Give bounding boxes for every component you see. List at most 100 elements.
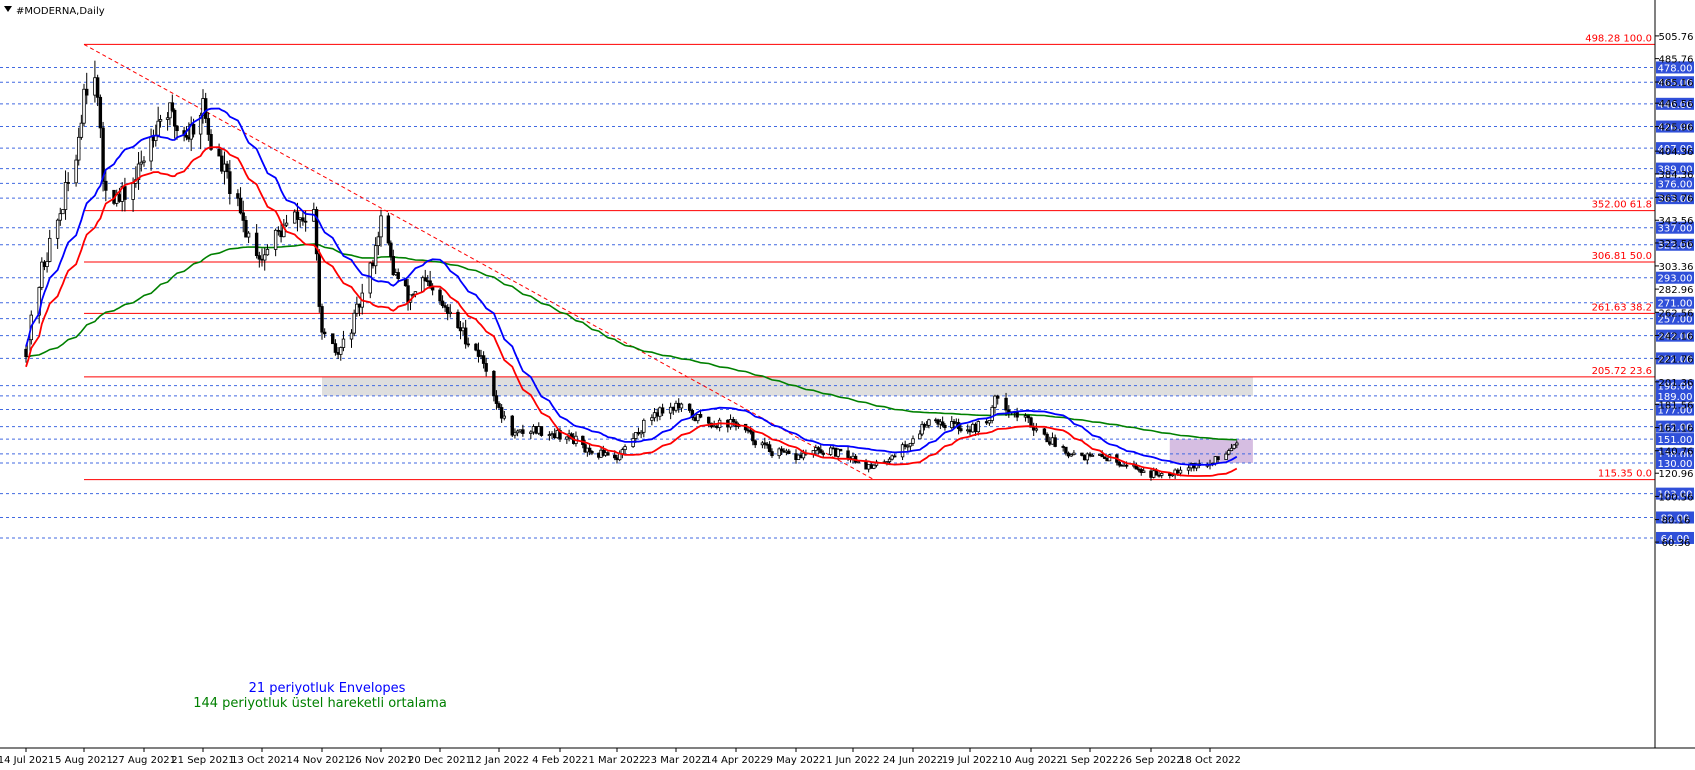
candle [890, 454, 894, 461]
candle [456, 309, 460, 329]
date-tick-label: 18 Oct 2022 [1179, 755, 1241, 766]
price-level-box [1656, 352, 1694, 365]
price-level-label: 64.00 [1661, 534, 1690, 545]
candle [165, 112, 170, 131]
candle [924, 421, 929, 428]
candle [389, 240, 393, 261]
date-tick-label: 5 Aug 2021 [55, 755, 113, 766]
candle [1026, 415, 1030, 424]
candle [440, 295, 445, 309]
fib-level-label: 352.00 61.8 [1592, 200, 1652, 211]
price-level-box [1656, 76, 1694, 89]
candle [529, 430, 533, 440]
price-tick-label: 363.76 [1659, 193, 1694, 204]
price-level-box [1656, 487, 1694, 500]
fib-level-label: 205.72 23.6 [1592, 366, 1652, 377]
candle [959, 423, 963, 433]
candle [1064, 446, 1068, 456]
date-tick-label: 4 Nov 2021 [293, 755, 351, 766]
candle [971, 422, 975, 433]
dropdown-triangle-icon[interactable] [4, 6, 12, 12]
price-tick-label: 343.56 [1659, 216, 1694, 227]
candle [918, 430, 922, 440]
date-tick-label: 1 Sep 2022 [1061, 755, 1118, 766]
date-tick-label: 1 Mar 2022 [588, 755, 645, 766]
candle [40, 257, 44, 291]
candle [139, 150, 143, 172]
candle [856, 461, 860, 464]
candle [510, 414, 514, 437]
candle [476, 342, 481, 363]
candle [497, 401, 501, 410]
candle [763, 437, 767, 449]
price-level-box [1656, 221, 1694, 234]
date-tick-label: 26 Sep 2022 [1119, 755, 1182, 766]
price-level-box [1656, 97, 1694, 110]
candle [82, 83, 86, 127]
envelopes-layer [25, 107, 1238, 477]
candle [1034, 423, 1039, 433]
candle [1004, 392, 1008, 417]
candle [254, 224, 259, 259]
candle [206, 112, 211, 141]
candle [379, 209, 383, 247]
candle [887, 457, 892, 465]
candle [95, 74, 100, 107]
candle [903, 440, 907, 450]
price-level-label: 257.00 [1658, 315, 1693, 326]
candle [502, 410, 507, 421]
legend-envelopes: 21 periyotluk Envelopes [249, 681, 406, 696]
candle [787, 448, 791, 455]
candle [1160, 471, 1164, 479]
date-tick-label: 12 Jan 2022 [469, 755, 529, 766]
price-level-box [1656, 447, 1694, 460]
candle [136, 152, 141, 190]
candle [1080, 452, 1084, 457]
price-tick-label: 485.76 [1659, 55, 1694, 66]
candle [1053, 434, 1057, 448]
date-tick-label: 14 Jul 2021 [0, 755, 54, 766]
price-level-label: 162.00 [1658, 423, 1693, 434]
date-tick-label: 20 Dec 2021 [408, 755, 472, 766]
price-level-label: 138.00 [1658, 450, 1693, 461]
fib-level-label: 115.35 0.0 [1598, 469, 1652, 480]
price-levels-layer: 478.00 465.00 446.00 426.00 407.00 389.00 376.… [0, 61, 1694, 545]
price-level-label: 189.00 [1658, 392, 1693, 403]
candle [521, 424, 525, 437]
candle [228, 160, 232, 205]
candle [376, 231, 381, 256]
candle [660, 403, 665, 417]
date-tick-label: 14 Apr 2022 [705, 755, 767, 766]
candle [1141, 467, 1146, 473]
price-level-label: 363.00 [1658, 194, 1693, 205]
price-tick-label: 425.96 [1659, 123, 1694, 134]
price-level-label: 446.00 [1658, 100, 1693, 111]
price-level-label: 177.00 [1658, 406, 1693, 417]
candle [396, 268, 400, 283]
price-level-label: 130.00 [1658, 459, 1693, 470]
candle [331, 333, 335, 345]
price-tick-label: 505.76 [1659, 32, 1694, 43]
price-tick-label: 282.96 [1659, 285, 1694, 296]
symbol-header[interactable]: #MODERNA,Daily [4, 6, 105, 17]
candle [920, 421, 924, 437]
date-tick-label: 21 Sep 2021 [171, 755, 234, 766]
price-level-box [1656, 433, 1694, 446]
price-tick-label: 262.56 [1659, 308, 1694, 319]
candle [639, 430, 643, 439]
candle [238, 187, 243, 215]
candle [679, 402, 684, 412]
candle [499, 404, 504, 423]
candle [539, 426, 544, 437]
price-level-box [1656, 531, 1694, 544]
candle [98, 94, 103, 139]
date-tick-label: 27 Aug 2021 [112, 755, 176, 766]
candle [1042, 427, 1047, 436]
date-tick-label: 4 Feb 2022 [532, 755, 588, 766]
candle [1232, 444, 1236, 450]
date-tick-label: 13 Oct 2021 [231, 755, 293, 766]
price-level-box [1656, 271, 1694, 284]
candle [184, 126, 189, 141]
candle [339, 346, 343, 361]
